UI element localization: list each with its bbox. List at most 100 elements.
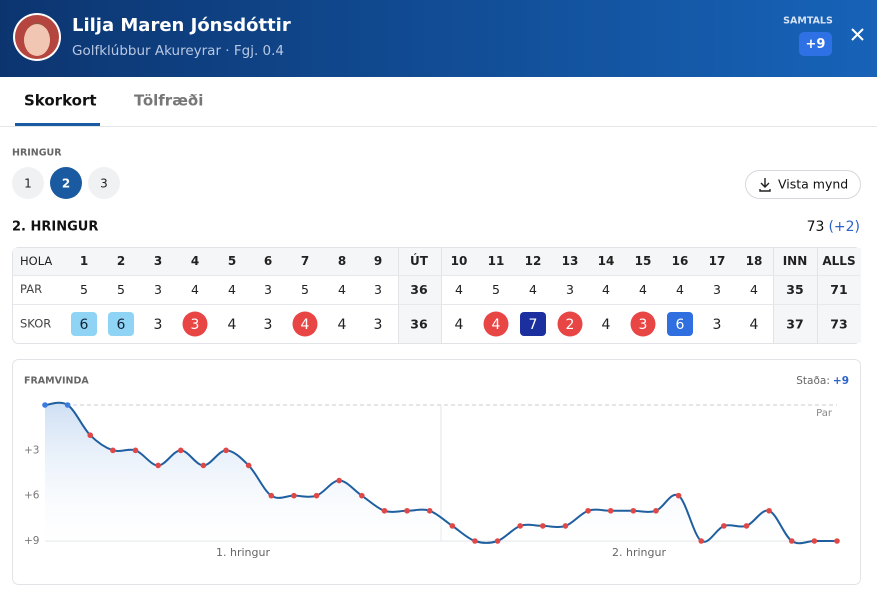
- player-club: Golfklúbbur Akureyrar · Fgj. 0.4: [72, 43, 284, 59]
- column-header: 4: [191, 254, 199, 268]
- progress-point: [494, 538, 501, 544]
- progress-point: [698, 538, 705, 544]
- column-header: 3: [154, 254, 162, 268]
- score-cell: 36: [410, 317, 428, 332]
- score-cell: 4: [602, 282, 610, 297]
- progress-point: [404, 507, 410, 514]
- progress-point: [788, 538, 795, 544]
- score-cell: 6: [117, 317, 126, 333]
- column-header: HOLA: [20, 254, 52, 268]
- progress-point: [291, 492, 297, 499]
- column-header: ALLS: [822, 254, 855, 268]
- score-cell: 73: [830, 317, 847, 332]
- total-column-bg: [773, 248, 817, 343]
- progress-point: [223, 447, 229, 454]
- tab-active[interactable]: Skorkort: [24, 92, 97, 110]
- round-number[interactable]: 3: [100, 177, 108, 191]
- column-header: 14: [598, 254, 615, 268]
- under-par-marker: [292, 311, 318, 337]
- chart-status: Staða: +9: [796, 375, 849, 387]
- x-label: 2. hringur: [612, 546, 666, 559]
- progress-point: [585, 507, 591, 514]
- progress-point: [313, 492, 320, 499]
- score-cell: 4: [191, 282, 199, 297]
- tab-underline: [15, 123, 100, 126]
- score-cell: 4: [750, 317, 759, 333]
- column-header: 17: [709, 254, 726, 268]
- score-cell: 3: [639, 317, 648, 333]
- score-cell: 6: [676, 317, 685, 333]
- under-par-marker: [630, 311, 656, 337]
- tab[interactable]: Tölfræði: [134, 92, 203, 110]
- column-header: 2: [117, 254, 125, 268]
- score-cell: 5: [301, 282, 309, 297]
- score-cell: 6: [80, 317, 89, 333]
- row-label: SKOR: [20, 317, 51, 331]
- progress-point: [675, 492, 682, 499]
- save-button[interactable]: [745, 170, 861, 199]
- score-cell: 4: [228, 282, 236, 297]
- score-cell: 4: [338, 317, 347, 333]
- column-header: 9: [374, 254, 382, 268]
- column-header: 15: [635, 254, 652, 268]
- progress-point: [449, 523, 456, 529]
- total-column-bg: [817, 248, 861, 343]
- score-cell: 7: [529, 317, 538, 333]
- progress-point: [834, 538, 840, 544]
- score-cell: 4: [338, 282, 346, 297]
- progress-point: [268, 492, 275, 499]
- y-tick-label: +3: [24, 444, 39, 456]
- column-header: 18: [746, 254, 763, 268]
- round-button[interactable]: [50, 167, 82, 199]
- score-cell: 3: [264, 282, 272, 297]
- score-cell: 3: [154, 282, 162, 297]
- score-cell: 4: [529, 282, 537, 297]
- column-header: 13: [562, 254, 579, 268]
- score-cell: 3: [566, 282, 574, 297]
- score-cell: 5: [117, 282, 125, 297]
- close-button[interactable]: [851, 28, 864, 41]
- score-cell: 3: [713, 282, 721, 297]
- progress-point: [472, 538, 478, 544]
- score-cell: 3: [374, 282, 382, 297]
- score-cell: 4: [602, 317, 611, 333]
- progress-point: [200, 462, 207, 469]
- round-title: 2. HRINGUR: [12, 220, 98, 235]
- round-number[interactable]: 1: [24, 177, 32, 191]
- total-value: +9: [806, 37, 826, 52]
- progress-point: [155, 462, 161, 469]
- column-header: 11: [488, 254, 505, 268]
- progress-point: [540, 523, 546, 529]
- progress-point: [64, 402, 71, 408]
- score-cell: 4: [750, 282, 758, 297]
- progress-point: [630, 507, 637, 514]
- status-value: +9: [833, 375, 849, 387]
- progress-point: [110, 447, 116, 454]
- column-header: ÚT: [410, 253, 429, 268]
- progress-point: [653, 507, 659, 514]
- progress-point: [766, 507, 772, 514]
- progress-point: [381, 507, 388, 514]
- header-bar: [0, 0, 877, 77]
- progress-point: [336, 477, 342, 484]
- round-button[interactable]: [88, 167, 120, 199]
- progress-point: [811, 538, 818, 544]
- save-label[interactable]: Vista mynd: [778, 177, 848, 192]
- column-header: 6: [264, 254, 272, 268]
- round-button[interactable]: [12, 167, 44, 199]
- round-number[interactable]: 2: [62, 177, 70, 191]
- column-header: 7: [301, 254, 309, 268]
- round-score: 73: [807, 219, 825, 235]
- progress-point: [721, 523, 727, 529]
- par-label: Par: [816, 408, 833, 419]
- score-cell: 3: [191, 317, 200, 333]
- total-column-bg: [398, 248, 441, 343]
- column-header: INN: [783, 254, 808, 268]
- column-header: 12: [525, 254, 542, 268]
- column-header: 10: [451, 254, 468, 268]
- score-cell: 5: [80, 282, 88, 297]
- y-tick-label: +9: [24, 535, 39, 547]
- progress-point: [562, 523, 569, 529]
- round-total: 73 (+2): [807, 219, 860, 235]
- under-par-marker: [483, 311, 509, 337]
